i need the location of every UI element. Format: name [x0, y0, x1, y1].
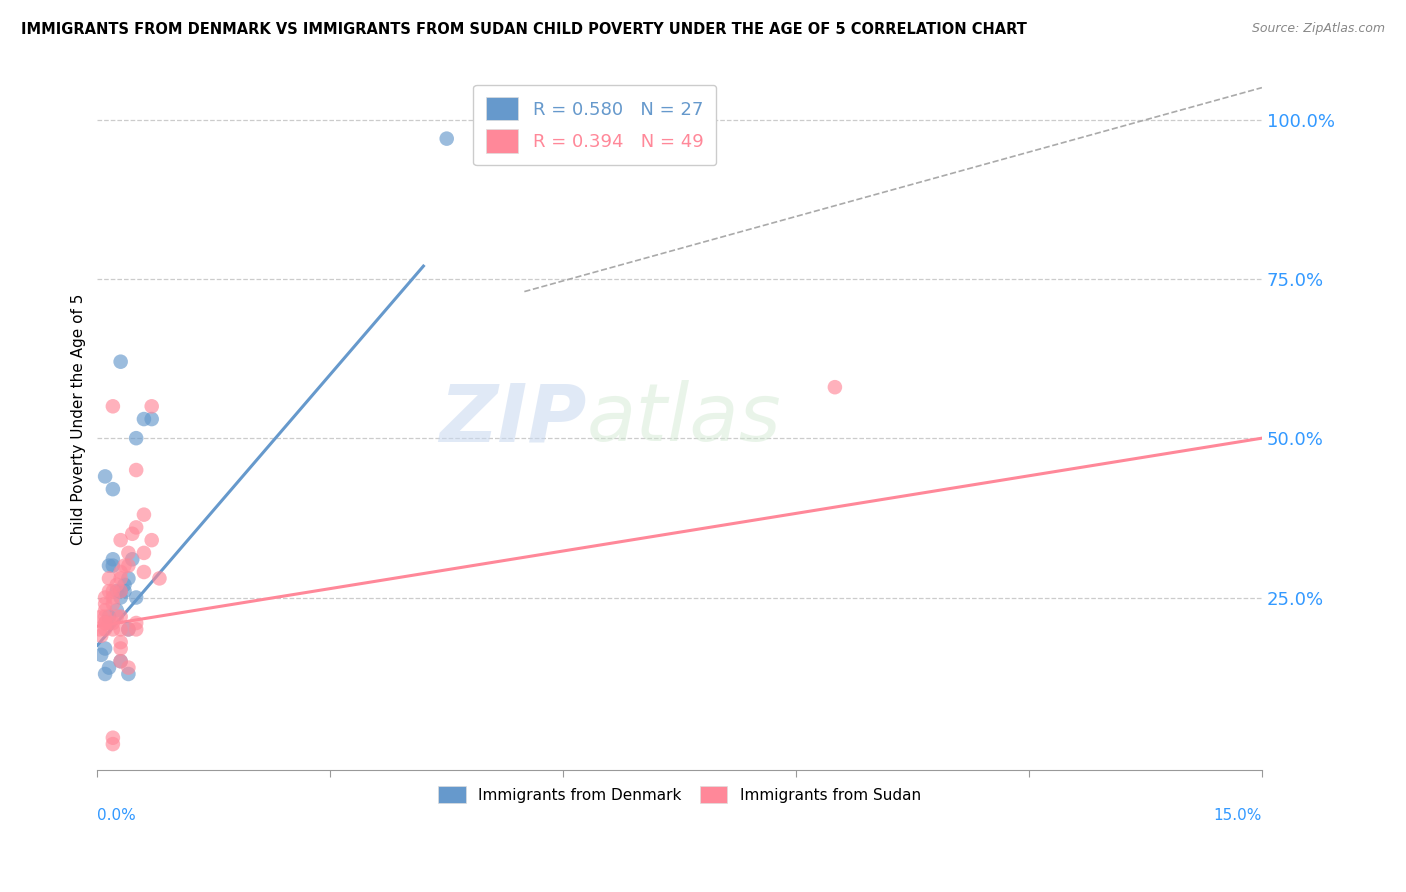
Point [90, 629, 112, 643]
Text: atlas: atlas [586, 380, 782, 458]
Point [117, 660, 139, 674]
Point [114, 578, 136, 592]
Point [824, 380, 846, 394]
Point [114, 558, 136, 573]
Legend: Immigrants from Denmark, Immigrants from Sudan: Immigrants from Denmark, Immigrants from… [430, 778, 928, 811]
Point [117, 571, 139, 585]
Point [110, 584, 132, 599]
Y-axis label: Child Poverty Under the Age of 5: Child Poverty Under the Age of 5 [72, 293, 86, 545]
Point [110, 641, 132, 656]
Point [94, 591, 117, 605]
Point [110, 654, 132, 668]
Point [125, 431, 148, 445]
Point [101, 584, 124, 599]
Text: ZIP: ZIP [439, 380, 586, 458]
Point [101, 552, 124, 566]
Point [89, 623, 111, 637]
Text: 0.0%: 0.0% [97, 808, 136, 823]
Point [98, 584, 121, 599]
Point [98, 609, 121, 624]
Point [94, 603, 117, 617]
Point [101, 482, 124, 496]
Point [110, 584, 132, 599]
Point [101, 623, 124, 637]
Point [101, 731, 124, 745]
Point [110, 565, 132, 579]
Point [132, 546, 155, 560]
Point [132, 508, 155, 522]
Point [94, 615, 117, 630]
Point [117, 623, 139, 637]
Point [141, 533, 163, 548]
Point [125, 520, 148, 534]
Point [105, 584, 128, 599]
Point [117, 667, 139, 681]
Point [110, 533, 132, 548]
Point [101, 558, 124, 573]
Point [105, 609, 128, 624]
Point [98, 558, 121, 573]
Text: 15.0%: 15.0% [1213, 808, 1263, 823]
Point [141, 400, 163, 414]
Text: Source: ZipAtlas.com: Source: ZipAtlas.com [1251, 22, 1385, 36]
Point [94, 641, 117, 656]
Point [94, 597, 117, 611]
Point [105, 578, 128, 592]
Point [94, 623, 117, 637]
Text: IMMIGRANTS FROM DENMARK VS IMMIGRANTS FROM SUDAN CHILD POVERTY UNDER THE AGE OF : IMMIGRANTS FROM DENMARK VS IMMIGRANTS FR… [21, 22, 1026, 37]
Point [125, 623, 148, 637]
Point [90, 648, 112, 662]
Point [101, 591, 124, 605]
Point [110, 654, 132, 668]
Point [94, 667, 117, 681]
Point [141, 412, 163, 426]
Point [132, 412, 155, 426]
Point [436, 131, 458, 145]
Point [94, 615, 117, 630]
Point [98, 571, 121, 585]
Point [101, 615, 124, 630]
Point [117, 546, 139, 560]
Point [110, 591, 132, 605]
Point [94, 609, 117, 624]
Point [101, 597, 124, 611]
Point [98, 660, 121, 674]
Point [101, 737, 124, 751]
Point [125, 591, 148, 605]
Point [132, 565, 155, 579]
Point [110, 571, 132, 585]
Point [117, 623, 139, 637]
Point [110, 635, 132, 649]
Point [125, 463, 148, 477]
Point [110, 609, 132, 624]
Point [121, 552, 143, 566]
Point [125, 615, 148, 630]
Point [101, 400, 124, 414]
Point [110, 623, 132, 637]
Point [121, 526, 143, 541]
Point [98, 615, 121, 630]
Point [90, 609, 112, 624]
Point [110, 354, 132, 368]
Point [105, 603, 128, 617]
Point [114, 584, 136, 599]
Point [148, 571, 170, 585]
Point [117, 558, 139, 573]
Point [94, 469, 117, 483]
